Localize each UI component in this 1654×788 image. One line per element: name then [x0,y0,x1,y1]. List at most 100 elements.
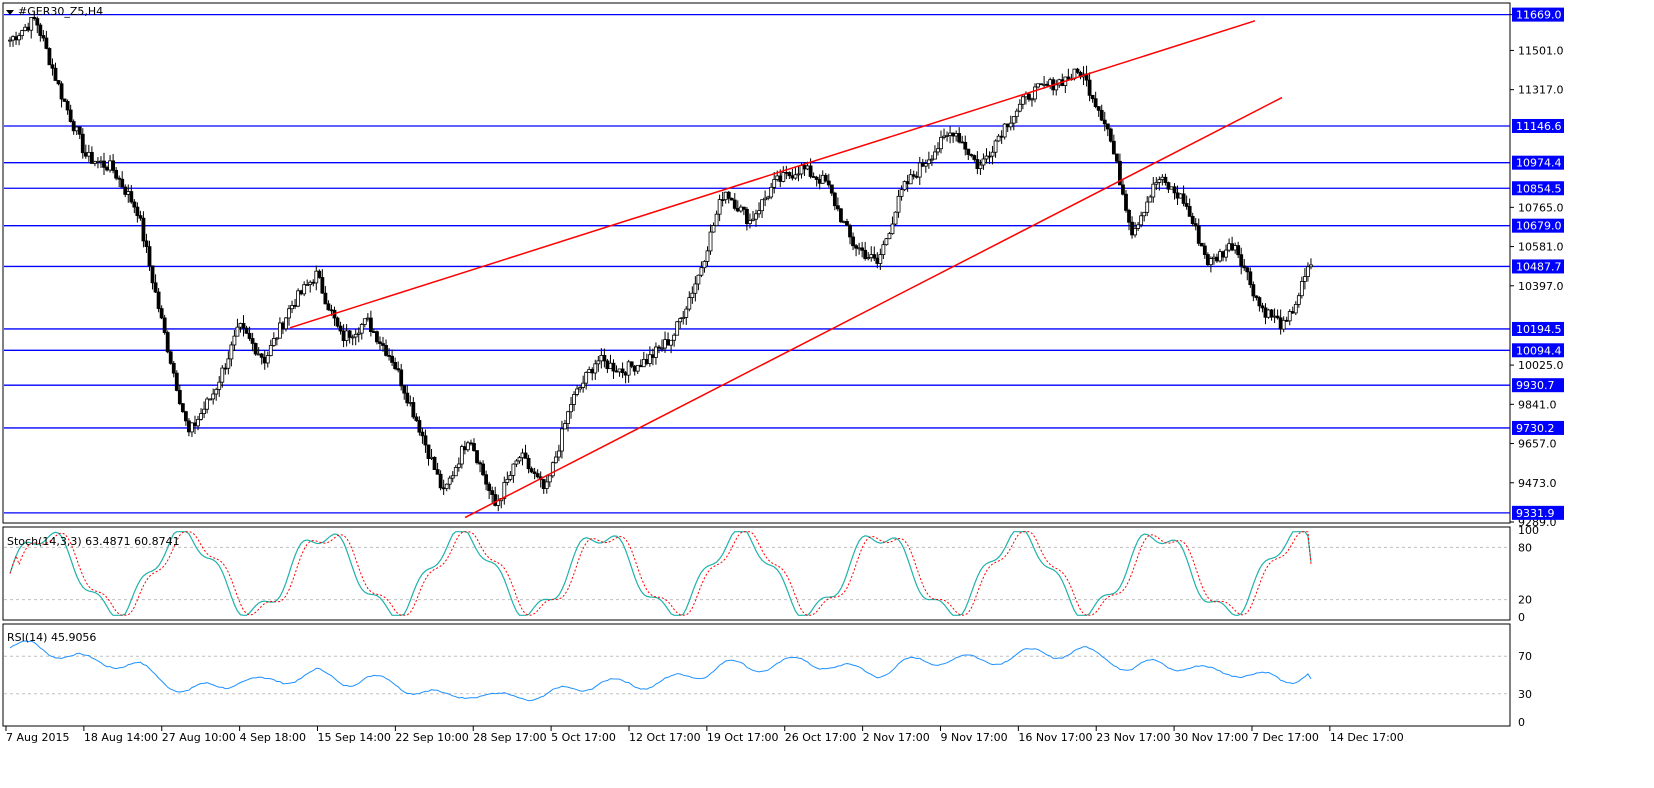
candle-body [296,290,300,307]
candle-body [681,317,686,319]
candle-body [996,135,1001,142]
candle-body [854,245,858,249]
candle-body [823,174,828,182]
candle-body [660,347,664,350]
price-plot [4,12,1510,519]
time-tick-label: 19 Oct 17:00 [707,731,779,744]
candle-body [1269,309,1274,318]
candle-body [963,141,968,150]
candle-body [502,482,507,499]
candle-body [347,330,352,338]
candle-body [978,164,983,169]
candle-body [920,162,925,167]
time-tick-label: 26 Oct 17:00 [785,731,857,744]
candle-body [71,121,76,132]
level-price-tag [1512,505,1564,520]
candle-body [438,473,443,489]
candle-body [469,442,473,445]
candle-body [523,452,528,459]
candle-body [781,172,786,182]
candle-body [405,392,410,404]
candle-body [596,360,601,365]
candle-body [1154,182,1159,185]
candle-body [702,261,707,269]
candle-body [808,165,813,177]
candle-body [1102,119,1107,125]
candle-body [1166,182,1171,190]
candle-body [74,126,79,132]
candle-body [1054,84,1059,91]
time-tick-label: 23 Nov 17:00 [1096,731,1170,744]
candle-body [293,305,297,307]
candle-body [277,322,282,339]
candle-body [857,247,862,250]
trendline-upper [289,20,1256,329]
candle-body [896,195,901,213]
candle-body [396,368,401,371]
candle-body [89,151,94,164]
candle-body [644,358,649,364]
candle-body [50,64,55,69]
candle-body [708,231,713,252]
candle-body [271,338,276,346]
candle-body [1263,307,1268,318]
candle-body [626,361,631,376]
candle-body [1118,160,1122,186]
candle-body [790,175,795,179]
candle-body [353,333,358,338]
candle-body [123,186,128,195]
candle-body [11,36,15,41]
candle-body [205,398,210,410]
candle-body [111,160,116,171]
candle-body [466,442,470,451]
candle-body [177,390,182,405]
candle-body [1145,201,1150,213]
candle-body [65,101,70,111]
candle-body [290,305,294,310]
candle-body [663,339,667,349]
candle-body [144,240,149,248]
candle-body [741,206,746,210]
level-price-tag [1512,321,1564,336]
candle-body [153,282,158,293]
candle-body [14,36,18,41]
candle-body [960,141,965,144]
candle-body [911,174,916,177]
candle-body [899,189,904,197]
dropdown-arrow-icon[interactable] [6,10,14,15]
candle-body [1293,303,1298,314]
candle-body [832,192,837,207]
candle-body [569,404,573,413]
candle-body [368,317,373,332]
candle-body [8,39,12,42]
rsi-tick-label: 0 [1518,716,1525,729]
candle-body [1090,94,1095,100]
candle-body [1233,245,1238,251]
candle-body [226,358,231,369]
candle-body [1275,315,1280,319]
candle-body [26,26,31,31]
candle-body [826,180,831,186]
candle-body [799,165,804,175]
stoch-panel-frame [2,526,1511,621]
candle-body [1306,266,1310,277]
candle-body [893,211,898,225]
candle-body [608,362,613,370]
candle-body [1127,209,1131,223]
candle-body [881,244,886,256]
level-price-tag [1512,420,1564,435]
time-tick-label: 7 Dec 17:00 [1252,731,1319,744]
candle-body [1236,245,1241,256]
candle-body [459,446,464,465]
candle-body [478,462,482,465]
candle-body [908,174,913,185]
candle-body [566,411,570,425]
candle-body [1136,224,1141,229]
candle-body [80,133,85,154]
candle-body [678,318,683,323]
candle-body [793,174,798,179]
candle-body [108,160,112,171]
candle-body [93,161,97,164]
candle-body [126,191,131,195]
